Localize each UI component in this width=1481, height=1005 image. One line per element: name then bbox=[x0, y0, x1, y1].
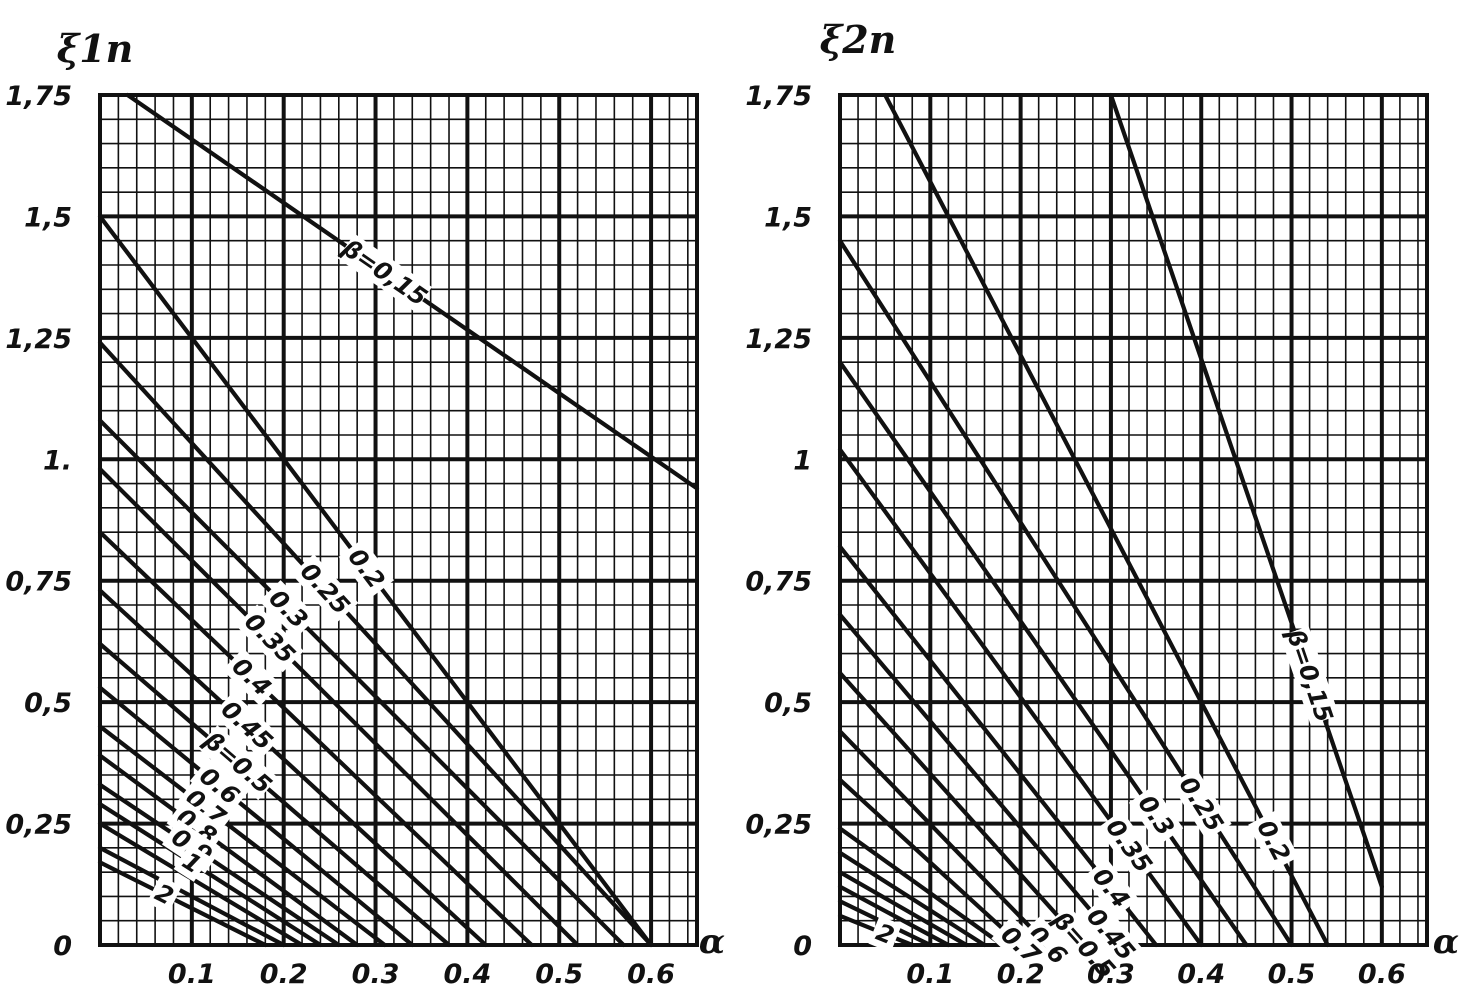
label-backdrop bbox=[173, 843, 211, 882]
label-backdrop bbox=[1018, 915, 1077, 975]
label-backdrop bbox=[212, 692, 282, 759]
x-tick-label: 0.6 bbox=[1358, 959, 1406, 990]
beta-curve bbox=[837, 870, 969, 948]
label-backdrop bbox=[197, 725, 278, 801]
x-tick-label: 0.2 bbox=[260, 959, 308, 990]
label-backdrop bbox=[1280, 626, 1340, 725]
label-backdrop bbox=[235, 604, 304, 673]
beta-curve bbox=[97, 466, 580, 948]
x-tick-label: 0.1 bbox=[168, 959, 216, 990]
beta-curve bbox=[97, 845, 286, 948]
y-tick-label: 0,5 bbox=[24, 688, 72, 719]
beta-curve bbox=[837, 670, 1086, 948]
y-tick-label: 0 bbox=[793, 931, 812, 962]
y-tick-label: 1,25 bbox=[745, 324, 812, 355]
beta-curve bbox=[97, 860, 268, 948]
curve-label-text: β=0,15 bbox=[1280, 624, 1338, 725]
label-backdrop bbox=[338, 538, 395, 599]
curve-label: β=0,15 bbox=[336, 233, 432, 312]
right-nomogram: β=0,150.20.250.30.350.40.45β=0.50.60.720… bbox=[745, 17, 1459, 990]
curve-label: 2 bbox=[146, 875, 182, 914]
grid bbox=[840, 95, 1427, 945]
x-tick-label: 0.5 bbox=[535, 959, 583, 990]
label-backdrop bbox=[146, 875, 182, 914]
beta-curve bbox=[97, 530, 534, 948]
beta-curve bbox=[97, 418, 626, 948]
label-backdrop bbox=[868, 915, 902, 953]
y-tick-label: 1,5 bbox=[764, 202, 812, 233]
label-backdrop bbox=[1248, 810, 1299, 871]
y-tick-label: 1,75 bbox=[745, 81, 812, 112]
x-tick-label: 0.4 bbox=[1177, 959, 1225, 990]
x-tick-label: 0.6 bbox=[627, 959, 675, 990]
beta-curve bbox=[837, 884, 951, 948]
x-tick-label: 0.3 bbox=[352, 959, 400, 990]
x-axis-label: α bbox=[1433, 922, 1459, 962]
beta-curve bbox=[97, 724, 387, 948]
x-tick-label: 0.3 bbox=[1087, 959, 1135, 990]
y-tick-label: 1,25 bbox=[5, 324, 72, 355]
beta-curve bbox=[837, 850, 987, 948]
x-tick-label: 0.2 bbox=[997, 959, 1045, 990]
beta-curve bbox=[97, 753, 360, 948]
y-tick-label: 1,75 bbox=[5, 81, 72, 112]
y-tick-label: 0,5 bbox=[764, 688, 812, 719]
left-nomogram: β=0,150.20.250.30.350.40.45β=0.50.60.70.… bbox=[5, 26, 725, 990]
beta-curve bbox=[97, 588, 488, 948]
label-backdrop bbox=[991, 916, 1050, 974]
beta-curve bbox=[97, 685, 415, 948]
beta-curve bbox=[97, 802, 323, 948]
label-backdrop bbox=[291, 554, 359, 624]
y-axis-label: ξ2п bbox=[820, 17, 897, 62]
plot-frame bbox=[838, 93, 1429, 947]
label-backdrop bbox=[1078, 899, 1144, 970]
beta-curve bbox=[837, 729, 1050, 948]
beta-curve bbox=[97, 821, 305, 948]
y-tick-label: 0 bbox=[53, 931, 72, 962]
label-backdrop bbox=[1128, 785, 1184, 846]
label-backdrop bbox=[1097, 810, 1161, 882]
y-tick-label: 0,75 bbox=[745, 567, 812, 598]
curve-label: 0.2 bbox=[338, 538, 395, 599]
beta-curve bbox=[1108, 92, 1384, 889]
curve-label: β=0,15 bbox=[1280, 624, 1340, 726]
y-tick-label: 1 bbox=[793, 445, 812, 476]
x-tick-label: 0.1 bbox=[906, 959, 954, 990]
beta-curve bbox=[97, 782, 341, 948]
label-backdrop bbox=[337, 233, 432, 312]
beta-curve bbox=[97, 340, 654, 948]
y-tick-label: 0,25 bbox=[745, 810, 812, 841]
beta-curve bbox=[97, 641, 452, 948]
beta-curve bbox=[837, 826, 1005, 948]
beta-curve bbox=[883, 92, 1330, 948]
label-backdrop bbox=[166, 799, 227, 855]
y-tick-label: 1. bbox=[43, 445, 72, 476]
label-backdrop bbox=[1045, 905, 1122, 985]
x-tick-label: 0.4 bbox=[443, 959, 491, 990]
y-tick-label: 0,25 bbox=[5, 810, 72, 841]
label-backdrop bbox=[1170, 768, 1232, 841]
label-backdrop bbox=[1083, 858, 1139, 918]
plot-frame bbox=[98, 93, 699, 947]
y-tick-label: 0,75 bbox=[5, 567, 72, 598]
curve-label-text: β=0,15 bbox=[336, 233, 432, 311]
beta-curve bbox=[837, 777, 1023, 948]
y-axis-label: ξ1п bbox=[57, 26, 134, 71]
label-backdrop bbox=[222, 648, 281, 706]
label-backdrop bbox=[175, 779, 236, 836]
x-tick-label: 0.5 bbox=[1268, 959, 1316, 990]
beta-curve bbox=[837, 612, 1123, 948]
x-axis-label: α bbox=[699, 922, 725, 962]
label-backdrop bbox=[259, 580, 318, 639]
beta-curve bbox=[837, 360, 1249, 948]
y-tick-label: 1,5 bbox=[24, 202, 72, 233]
label-backdrop bbox=[189, 757, 250, 815]
